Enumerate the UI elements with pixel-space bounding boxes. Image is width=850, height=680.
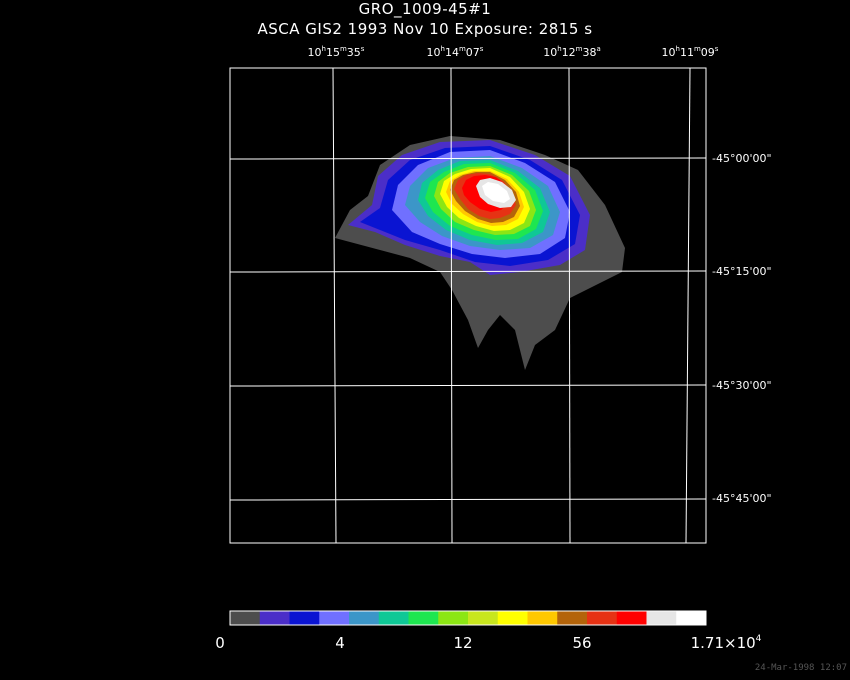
colorbar-label-min: 0 [215,634,225,652]
ra-tick-label: 10h15m35s [307,45,365,59]
colorbar-swatch [527,611,558,625]
colorbar-swatch [676,611,707,625]
colorbar-label: 56 [572,634,592,652]
image-frame [229,67,707,544]
colorbar-swatch [289,611,320,625]
dec-tick-label: -45°00'00" [712,152,772,165]
ra-tick-label: 10h11m09s [661,45,719,59]
timestamp: 24-Mar-1998 12:07 [754,663,847,673]
colorbar-swatch [349,611,380,625]
observation-subtitle: ASCA GIS2 1993 Nov 10 Exposure: 2815 s [257,20,593,38]
xray-emission-map [335,136,625,370]
colorbar-swatch [230,611,261,625]
ra-tick-label: 10h12m38a [543,45,601,59]
colorbar-swatch [319,611,350,625]
colorbar-swatch [259,611,290,625]
emission-contour-14 [482,182,510,203]
coordinate-grid [229,67,707,544]
colorbar-swatch [497,611,528,625]
color-scale-bar [230,611,707,625]
colorbar-swatch [616,611,647,625]
dec-tick-label: -45°45'00" [712,492,772,505]
colorbar-swatch [587,611,618,625]
colorbar-swatch [378,611,409,625]
colorbar-swatch [468,611,499,625]
colorbar-label: 4 [335,634,345,652]
colorbar-swatch [408,611,439,625]
colorbar-swatch [646,611,677,625]
colorbar-swatch [557,611,588,625]
colorbar-swatch [438,611,469,625]
dec-tick-label: -45°15'00" [712,265,772,278]
image-title: GRO_1009-45#1 [358,0,492,18]
colorbar-label-max: 1.71×104 [690,634,762,652]
colorbar-label: 12 [453,634,473,652]
dec-tick-label: -45°30'00" [712,379,772,392]
color-scale-frame [229,610,707,626]
ra-tick-label: 10h14m07s [426,45,484,59]
